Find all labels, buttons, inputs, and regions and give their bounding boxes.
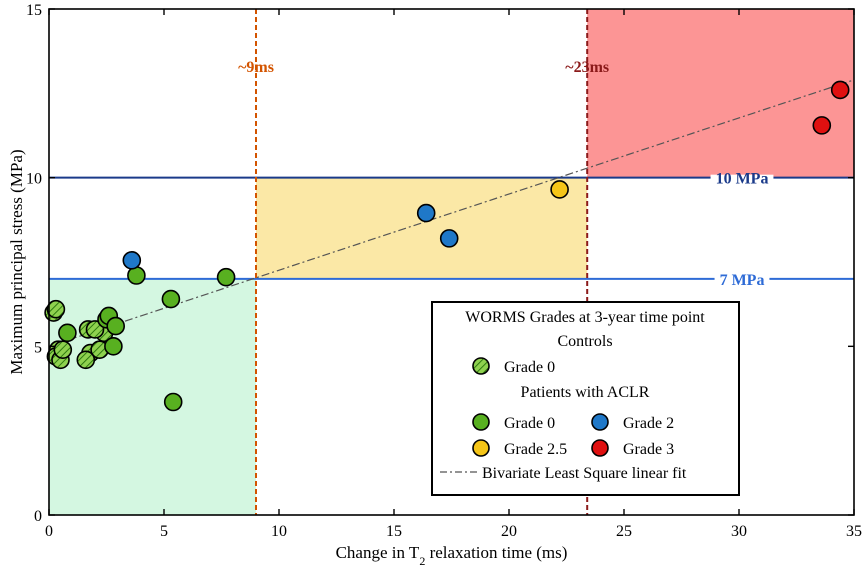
time-label-9ms: ~9ms xyxy=(238,59,274,76)
time-label-23ms: ~23ms xyxy=(565,59,609,76)
y-tick-label-5: 5 xyxy=(34,339,42,356)
legend-marker-grade-3 xyxy=(591,439,609,457)
threshold-label-gap-7-mpa xyxy=(714,275,770,282)
legend-marker-grade-2-5 xyxy=(472,439,490,457)
point-controls-grade-0-6 xyxy=(53,340,73,360)
point-controls-grade-0-2 xyxy=(46,299,66,319)
legend-marker-grade-2 xyxy=(591,413,609,431)
threshold-label-gap-10-mpa xyxy=(710,174,774,181)
x-axis-label: Change in T2 relaxation time (ms) xyxy=(336,543,568,568)
point-patients-grade-0-7 xyxy=(161,289,181,309)
point-patients-grade-0-4 xyxy=(104,337,123,356)
threshold-label-10-mpa: 10 MPa xyxy=(716,171,769,188)
point-patients-grade-0-5 xyxy=(106,316,125,336)
axes: 0 5 10 15 20 25 30 35 0 5 10 15 xyxy=(26,2,862,540)
legend-label-grade-3: Grade 3 xyxy=(623,441,674,458)
legend-controls-heading: Controls xyxy=(557,333,612,350)
shaded-region-3 xyxy=(587,9,854,178)
point-patients-grade-2-1 xyxy=(122,251,142,270)
point-patients-grade-2-3 xyxy=(439,229,459,248)
legend-marker-grade-0 xyxy=(472,413,490,431)
shaded-regions xyxy=(49,9,854,515)
point-patients-grade-2-2 xyxy=(416,203,436,223)
point-controls-grade-0-11 xyxy=(76,350,96,370)
point-patients-grade-3-2 xyxy=(830,80,850,100)
x-tick-label-30: 30 xyxy=(731,523,747,540)
y-axis-label: Maximum principal stress (MPa) xyxy=(7,149,26,374)
plot-frame xyxy=(48,8,855,516)
y-tick-label-10: 10 xyxy=(26,171,42,188)
legend-marker-controls-grade-0 xyxy=(472,357,490,375)
linear-fit-line xyxy=(48,79,855,347)
y-tick-label-0: 0 xyxy=(34,508,42,525)
x-tick-label-15: 15 xyxy=(386,523,402,540)
legend-box xyxy=(431,301,740,496)
point-patients-grade-0-1 xyxy=(58,323,77,343)
legend-patients-heading: Patients with ACLR xyxy=(521,384,650,401)
legend-label-grade-2-5: Grade 2.5 xyxy=(504,441,567,458)
x-tick-label-0: 0 xyxy=(45,523,53,540)
point-patients-grade-0-8 xyxy=(163,392,183,412)
x-tick-label-20: 20 xyxy=(501,523,517,540)
x-tick-label-10: 10 xyxy=(271,523,287,540)
y-tick-label-15: 15 xyxy=(26,2,42,19)
x-tick-label-25: 25 xyxy=(616,523,632,540)
legend-label-controls-grade-0: Grade 0 xyxy=(504,359,555,376)
point-patients-grade-3-1 xyxy=(812,116,832,135)
legend-title: WORMS Grades at 3-year time point xyxy=(465,309,705,326)
x-tick-label-35: 35 xyxy=(846,523,862,540)
legend-label-grade-0: Grade 0 xyxy=(504,415,555,432)
point-patients-grade-2-5-1 xyxy=(550,180,569,199)
point-patients-grade-0-9 xyxy=(216,267,236,287)
legend-label-fit: Bivariate Least Square linear fit xyxy=(482,465,687,482)
x-tick-label-5: 5 xyxy=(160,523,168,540)
data-points xyxy=(44,80,850,412)
point-controls-grade-0-12 xyxy=(85,320,105,339)
shaded-region-1 xyxy=(49,278,256,515)
threshold-label-7-mpa: 7 MPa xyxy=(720,272,765,289)
shaded-region-2 xyxy=(256,177,588,279)
legend-label-grade-2: Grade 2 xyxy=(623,415,674,432)
reference-lines: 10 MPa 7 MPa ~9ms ~23ms xyxy=(48,9,855,515)
point-patients-grade-0-6 xyxy=(127,266,146,285)
legend: WORMS Grades at 3-year time point Contro… xyxy=(431,301,740,496)
